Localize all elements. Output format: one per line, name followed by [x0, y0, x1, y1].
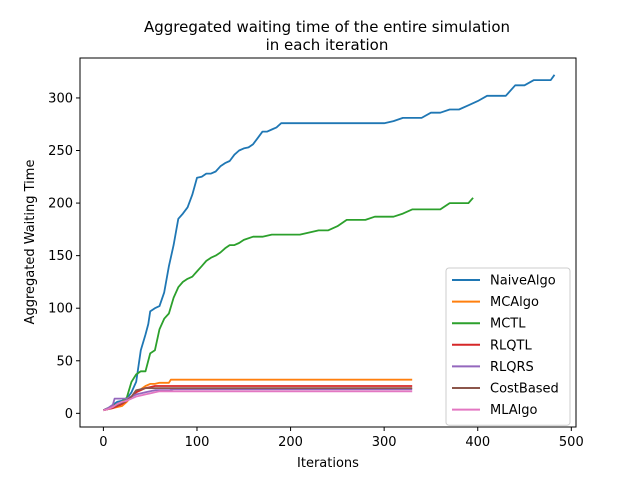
- series-line-mcalgo: [103, 378, 413, 412]
- y-tick-label: 100: [48, 302, 73, 317]
- x-tick-label: 200: [278, 435, 303, 450]
- series-line-naivealgo: [103, 74, 556, 412]
- plot-lines: [103, 74, 556, 412]
- plot-frame: [79, 57, 577, 428]
- y-tick-label: 50: [56, 354, 73, 369]
- y-tick-label: 150: [48, 249, 73, 264]
- x-tick-label: 0: [99, 435, 107, 450]
- legend-label-naivealgo: NaiveAlgo: [490, 274, 556, 289]
- legend: NaiveAlgo MCAlgo MCTL RLQTL RLQRS CostBased ML…: [445, 267, 571, 426]
- x-tick-label: 100: [185, 435, 210, 450]
- legend-label-rlqrs: RLQRS: [490, 360, 534, 375]
- legend-label-mctl: MCTL: [490, 317, 526, 332]
- series-line-costbased: [103, 387, 413, 412]
- legend-label-costbased: CostBased: [490, 382, 559, 397]
- legend-box: [445, 267, 571, 426]
- y-tick-label: 300: [48, 91, 73, 106]
- legend-label-mcalgo: MCAlgo: [490, 295, 539, 310]
- series-line-mctl: [103, 197, 474, 412]
- legend-label-rlqtl: RLQTL: [490, 338, 532, 353]
- y-axis: 0 50 100 150 200 250 300: [48, 91, 80, 422]
- y-tick-label: 200: [48, 197, 73, 212]
- x-axis: 0 100 200 300 400 500: [99, 427, 584, 450]
- x-tick-label: 500: [559, 435, 584, 450]
- chart-title-line-1: Aggregated waiting time of the entire si…: [144, 18, 510, 36]
- legend-label-mlalgo: MLAlgo: [490, 403, 538, 418]
- series-line-rlqrs: [103, 388, 413, 412]
- y-tick-label: 250: [48, 144, 73, 159]
- x-axis-label: Iterations: [297, 456, 359, 471]
- chart-title-line-2: in each iteration: [266, 36, 389, 54]
- x-tick-label: 400: [465, 435, 490, 450]
- series-line-mlalgo: [103, 390, 413, 412]
- x-tick-label: 300: [372, 435, 397, 450]
- y-tick-label: 0: [65, 407, 73, 422]
- y-axis-label: Aggregated Waiting Time: [23, 160, 38, 325]
